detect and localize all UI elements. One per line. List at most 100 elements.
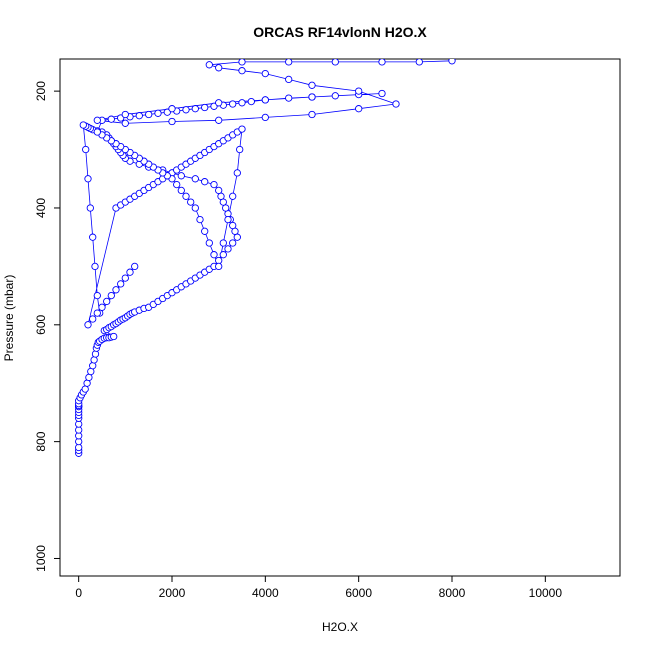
data-point [121, 274, 129, 282]
data-point [215, 116, 223, 124]
data-point [201, 103, 209, 112]
data-point [85, 373, 93, 382]
data-point [238, 67, 246, 75]
data-point [89, 315, 97, 323]
data-point [173, 180, 181, 189]
data-point [187, 198, 195, 206]
data-point [89, 362, 97, 370]
data-point [126, 268, 134, 276]
x-tick-label: 4000 [252, 586, 279, 600]
data-point [215, 256, 223, 265]
data-point [355, 105, 363, 113]
data-point [285, 94, 293, 102]
data-point [93, 291, 101, 300]
data-point [224, 245, 232, 253]
chart-title: ORCAS RF14vlonN H2O.X [253, 24, 427, 40]
data-point [236, 145, 244, 154]
data-point [229, 239, 237, 247]
y-axis: 200 400 600 800 1000 [34, 81, 60, 572]
data-point [229, 192, 237, 200]
data-point [215, 186, 223, 195]
data-point [89, 233, 97, 241]
data-point [261, 113, 269, 122]
data-point [285, 59, 293, 66]
data-point [217, 192, 225, 200]
data-series [75, 59, 456, 457]
data-point [233, 169, 241, 177]
data-point [81, 385, 89, 393]
data-point [308, 93, 316, 101]
data-point [135, 112, 143, 120]
data-point [182, 192, 190, 200]
data-point [196, 215, 204, 224]
y-tick-label: 200 [34, 81, 48, 101]
data-point [177, 172, 185, 180]
data-point [154, 109, 162, 117]
data-point [93, 128, 101, 136]
data-point [177, 186, 185, 195]
data-point [448, 59, 456, 65]
data-point [107, 115, 115, 123]
data-point [210, 180, 218, 189]
data-point [75, 443, 83, 452]
data-point [224, 215, 232, 224]
data-point [331, 59, 339, 66]
data-point [219, 251, 227, 259]
data-point [182, 106, 190, 114]
plot-frame [59, 58, 621, 577]
data-point [191, 204, 199, 212]
data-point [201, 178, 209, 186]
data-point [331, 92, 339, 100]
data-point [93, 116, 101, 124]
y-axis-label: Pressure (mbar) [2, 275, 16, 362]
data-point [131, 262, 139, 271]
data-point [191, 175, 199, 183]
data-point [117, 280, 125, 288]
data-point [168, 117, 176, 126]
data-point [378, 89, 386, 98]
data-point [308, 81, 316, 89]
data-point [205, 61, 213, 69]
data-point [261, 96, 269, 104]
data-point [378, 59, 386, 66]
data-point [79, 121, 87, 129]
data-point [191, 105, 199, 113]
y-tick-label: 800 [34, 431, 48, 451]
data-point [121, 110, 129, 119]
data-point [75, 426, 83, 434]
data-point [238, 99, 246, 107]
data-point [82, 145, 90, 154]
data-point [229, 100, 237, 108]
data-point [215, 262, 223, 271]
data-point [215, 64, 223, 72]
data-point [201, 227, 209, 235]
data-point [84, 321, 92, 329]
data-point [233, 233, 241, 241]
data-point [238, 125, 246, 133]
data-point [86, 204, 94, 212]
x-axis-label: H2O.X [322, 620, 358, 634]
data-point [121, 119, 129, 127]
data-point [219, 239, 227, 247]
data-point [238, 59, 246, 66]
x-tick-label: 6000 [345, 586, 372, 600]
y-tick-label: 600 [34, 314, 48, 334]
data-point [355, 87, 363, 95]
data-point [93, 309, 101, 317]
data-point [90, 356, 98, 364]
data-point [229, 221, 237, 230]
data-point [107, 291, 115, 300]
data-point [415, 59, 423, 66]
y-tick-label: 400 [34, 198, 48, 218]
data-point [222, 204, 230, 212]
data-point [91, 350, 100, 358]
data-point [110, 332, 118, 341]
data-point [247, 97, 255, 106]
data-point [285, 75, 293, 84]
data-point [103, 297, 111, 306]
data-point [210, 251, 218, 259]
x-tick-label: 10000 [529, 586, 563, 600]
data-point [145, 110, 153, 119]
